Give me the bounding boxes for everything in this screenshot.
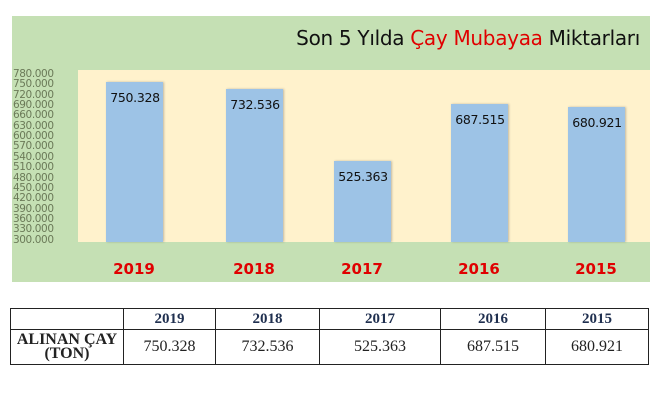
chart-panel: Son 5 Yılda Çay Mubayaa Miktarları 780.0… [12, 16, 650, 282]
chart-title: Son 5 Yılda Çay Mubayaa Miktarları [296, 26, 640, 50]
y-tick-label: 480.000 [13, 171, 54, 184]
y-tick-label: 600.000 [13, 130, 54, 143]
bar-2019: 750.328 [106, 82, 163, 242]
bar-2015: 680.921 [568, 107, 625, 242]
bar-2016: 687.515 [451, 104, 508, 242]
table-cell-2015: 680.921 [545, 329, 649, 365]
data-table: 2019 2018 2017 2016 2015 ALINAN ÇAY (TON… [10, 308, 649, 365]
table-cell-2018: 732.536 [215, 329, 320, 365]
bar-value-label: 750.328 [110, 90, 160, 105]
table-cell-2017: 525.363 [319, 329, 441, 365]
row-label-line1: ALINAN ÇAY [16, 331, 118, 348]
table-cell-2016: 687.515 [440, 329, 546, 365]
y-tick-label: 750.000 [13, 78, 54, 91]
bar-value-label: 680.921 [572, 115, 622, 130]
x-tick-label-2015: 2015 [575, 260, 617, 278]
table-header-2018: 2018 [215, 308, 320, 330]
bar-value-label: 525.363 [338, 169, 388, 184]
y-tick-label: 420.000 [13, 192, 54, 205]
title-highlight: Çay Mubayaa [410, 26, 543, 50]
y-tick-label: 330.000 [13, 223, 54, 236]
x-tick-label-2019: 2019 [113, 260, 155, 278]
plot-area: 750.328 732.536 525.363 687.515 680.921 [78, 70, 650, 242]
row-label-line2: (TON) [44, 345, 90, 362]
table-header-row: 2019 2018 2017 2016 2015 [10, 308, 649, 330]
table-row-label: ALINAN ÇAY (TON) [10, 329, 124, 365]
y-tick-label: 690.000 [13, 99, 54, 112]
y-axis: 780.000 750.000 720.000 690.000 660.000 630.0… [12, 68, 78, 246]
y-tick-label: 570.000 [13, 140, 54, 153]
table-header-2015: 2015 [545, 308, 649, 330]
x-tick-label-2018: 2018 [233, 260, 275, 278]
bar-value-label: 732.536 [230, 97, 280, 112]
bar-2017: 525.363 [334, 161, 391, 242]
table-header-empty [10, 308, 124, 330]
y-tick-label: 360.000 [13, 212, 54, 225]
y-tick-label: 510.000 [13, 161, 54, 174]
y-tick-label: 300.000 [13, 233, 54, 246]
x-tick-label-2017: 2017 [341, 260, 383, 278]
y-tick-label: 720.000 [13, 88, 54, 101]
table-header-2017: 2017 [319, 308, 441, 330]
title-suffix: Miktarları [542, 26, 641, 50]
table-header-2016: 2016 [440, 308, 546, 330]
y-tick-label: 630.000 [13, 119, 54, 132]
bar-value-label: 687.515 [455, 112, 505, 127]
table-row: ALINAN ÇAY (TON) 750.328 732.536 525.363… [10, 329, 649, 365]
y-tick-label: 660.000 [13, 109, 54, 122]
x-tick-label-2016: 2016 [458, 260, 500, 278]
y-tick-label: 540.000 [13, 150, 54, 163]
table-cell-2019: 750.328 [123, 329, 216, 365]
title-prefix: Son 5 Yılda [296, 26, 411, 50]
y-tick-label: 450.000 [13, 181, 54, 194]
y-tick-label: 390.000 [13, 202, 54, 215]
table-header-2019: 2019 [123, 308, 216, 330]
bar-2018: 732.536 [226, 89, 283, 242]
y-tick-label: 780.000 [13, 68, 54, 80]
